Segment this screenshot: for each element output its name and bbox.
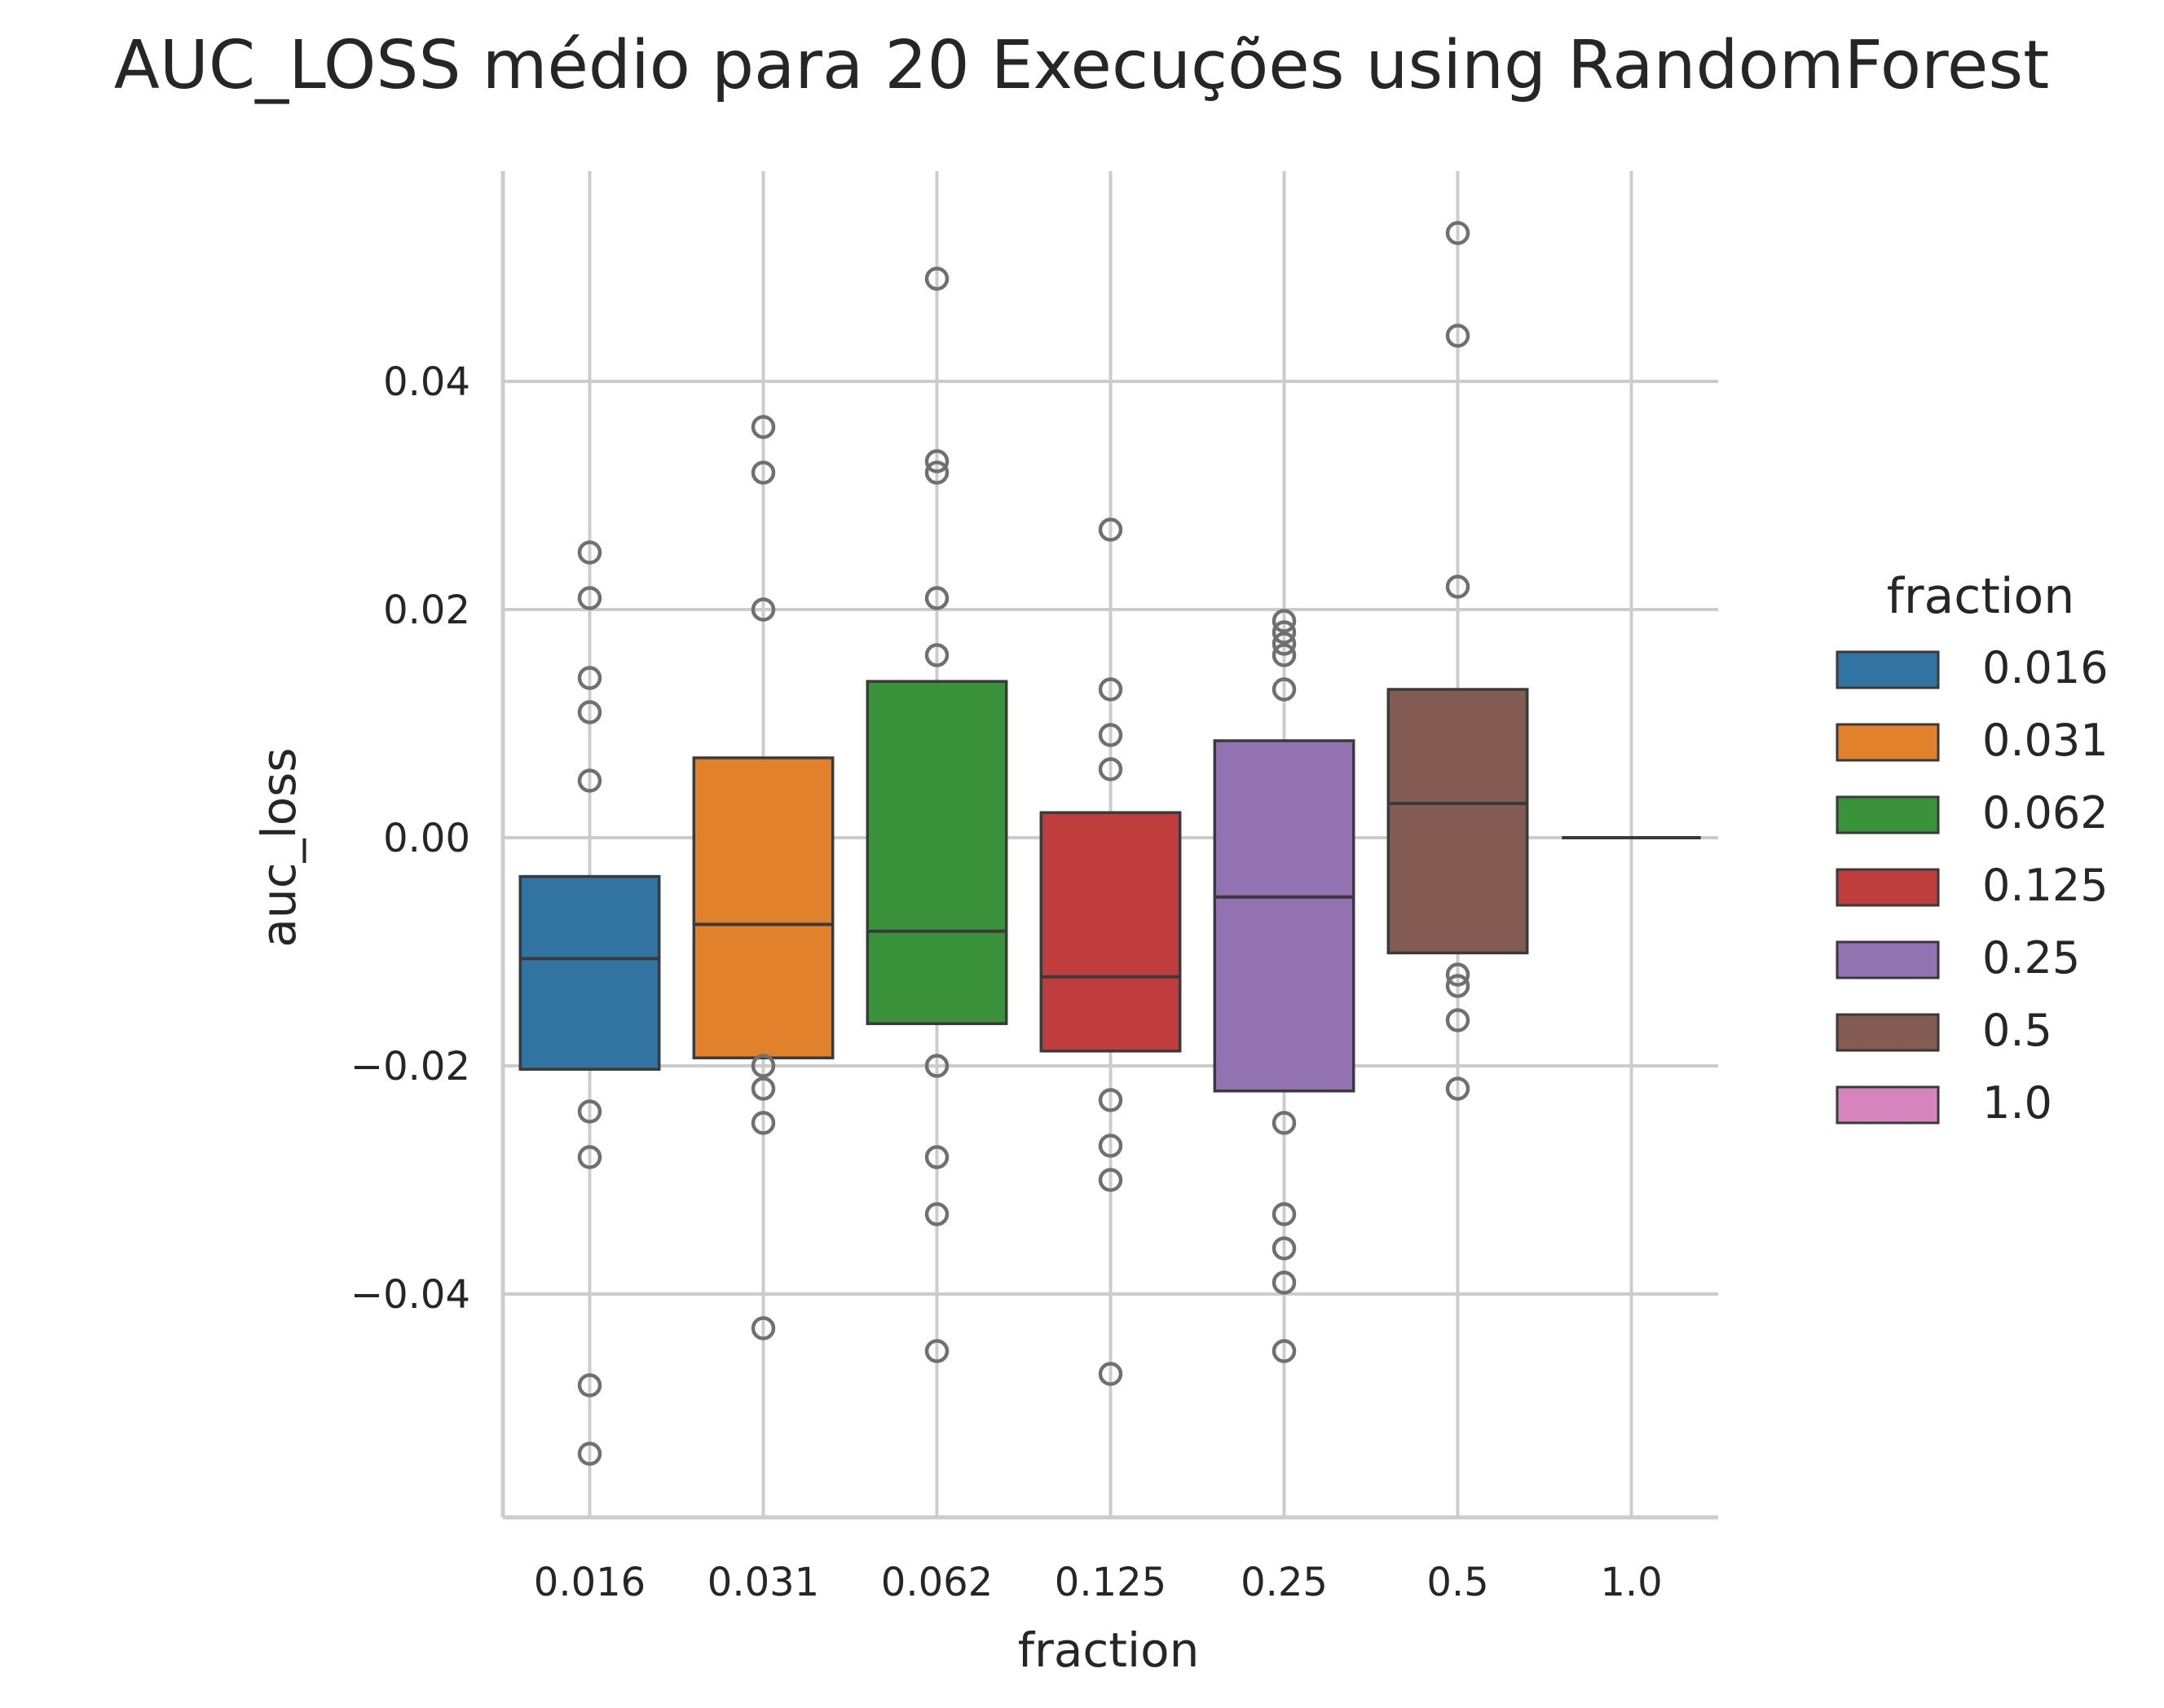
outlier-point: [751, 1111, 776, 1135]
outlier-point: [577, 1373, 602, 1398]
outlier-point: [577, 700, 602, 724]
legend-swatch: [1836, 1085, 1940, 1125]
outlier-point: [1445, 1008, 1470, 1032]
legend-title: fraction: [1887, 568, 2074, 625]
outlier-point: [924, 449, 950, 473]
outlier-point: [1272, 1236, 1297, 1261]
legend-label: 0.25: [1982, 932, 2080, 984]
legend: fraction 0.016 0.031 0.062 0.125 0.25 0.5 1.0: [1836, 568, 2109, 1129]
outliers: [577, 221, 1470, 1466]
outlier-point: [751, 597, 776, 622]
x-tick-label: 0.016: [534, 1560, 646, 1605]
legend-swatch: [1836, 940, 1940, 979]
box: [1039, 811, 1182, 1053]
outlier-point: [1272, 632, 1297, 656]
legend-label: 0.031: [1982, 715, 2109, 766]
x-axis-label: fraction: [1018, 1622, 1200, 1678]
box: [1386, 688, 1529, 955]
outlier-point: [1272, 609, 1297, 633]
outlier-point: [1445, 324, 1470, 348]
outlier-point: [1445, 962, 1470, 987]
x-tick-label: 0.031: [707, 1560, 819, 1605]
box: [866, 680, 1008, 1025]
legend-label: 0.016: [1982, 642, 2109, 693]
outlier-point: [577, 540, 602, 565]
x-tick-labels: 0.016 0.031 0.062 0.125 0.25 0.5 1.0: [534, 1560, 1663, 1605]
outlier-point: [1445, 974, 1470, 998]
box: [692, 756, 835, 1059]
outlier-point: [1098, 677, 1123, 702]
y-tick-label: 0.00: [383, 816, 470, 861]
outlier-point: [1445, 574, 1470, 599]
outlier-point: [1272, 643, 1297, 667]
outlier-point: [751, 460, 776, 485]
outlier-point: [924, 1202, 950, 1226]
outlier-point: [924, 586, 950, 610]
outlier-point: [751, 1054, 776, 1078]
outlier-point: [924, 266, 950, 291]
legend-swatch: [1836, 795, 1940, 834]
legend-swatch: [1836, 650, 1940, 689]
outlier-point: [1272, 677, 1297, 702]
y-axis-label: auc_loss: [251, 747, 306, 947]
outlier-point: [751, 415, 776, 439]
y-tick-label: 0.04: [383, 359, 470, 405]
outlier-point: [1098, 1362, 1123, 1386]
outlier-point: [924, 1145, 950, 1169]
outlier-point: [1272, 1202, 1297, 1226]
outlier-point: [924, 1054, 950, 1078]
y-tick-label: −0.02: [350, 1044, 470, 1090]
legend-items: 0.016 0.031 0.062 0.125 0.25 0.5 1.0: [1836, 642, 2109, 1129]
outlier-point: [924, 1339, 950, 1363]
outlier-point: [751, 1316, 776, 1340]
outlier-point: [1098, 517, 1123, 542]
chart-title: AUC_LOSS médio para 20 Execuções using R…: [114, 27, 2049, 104]
outlier-point: [1272, 1339, 1297, 1363]
outlier-point: [1098, 1168, 1123, 1192]
outlier-point: [577, 666, 602, 690]
box: [518, 874, 661, 1071]
outlier-point: [1098, 1088, 1123, 1112]
y-tick-labels: −0.04 −0.02 0.00 0.02 0.04: [350, 359, 470, 1318]
x-tick-label: 0.125: [1055, 1560, 1166, 1605]
outlier-point: [1098, 757, 1123, 781]
legend-label: 0.125: [1982, 860, 2109, 911]
x-tick-label: 1.0: [1600, 1560, 1662, 1605]
outlier-point: [577, 1442, 602, 1466]
outlier-point: [577, 1099, 602, 1124]
outlier-point: [577, 586, 602, 610]
axes: [500, 171, 1718, 1520]
outlier-point: [1445, 1076, 1470, 1101]
outlier-point: [1445, 221, 1470, 245]
x-tick-label: 0.5: [1426, 1560, 1488, 1605]
outlier-point: [577, 1145, 602, 1169]
outlier-point: [751, 1076, 776, 1101]
y-tick-label: −0.04: [350, 1272, 470, 1318]
legend-swatch: [1836, 723, 1940, 762]
legend-swatch: [1836, 1013, 1940, 1052]
outlier-point: [924, 643, 950, 667]
outlier-point: [1272, 1111, 1297, 1135]
legend-label: 0.5: [1982, 1005, 2052, 1056]
outlier-point: [577, 768, 602, 793]
legend-swatch: [1836, 868, 1940, 907]
outlier-point: [1098, 1134, 1123, 1158]
outlier-point: [1098, 723, 1123, 747]
x-tick-label: 0.25: [1241, 1560, 1328, 1605]
outlier-point: [1272, 620, 1297, 645]
y-tick-label: 0.02: [383, 588, 470, 633]
box: [1213, 739, 1355, 1093]
outlier-point: [924, 460, 950, 485]
x-tick-label: 0.062: [881, 1560, 993, 1605]
legend-label: 1.0: [1982, 1077, 2052, 1129]
boxes: [518, 680, 1701, 1093]
outlier-point: [1272, 1270, 1297, 1295]
legend-label: 0.062: [1982, 787, 2109, 839]
